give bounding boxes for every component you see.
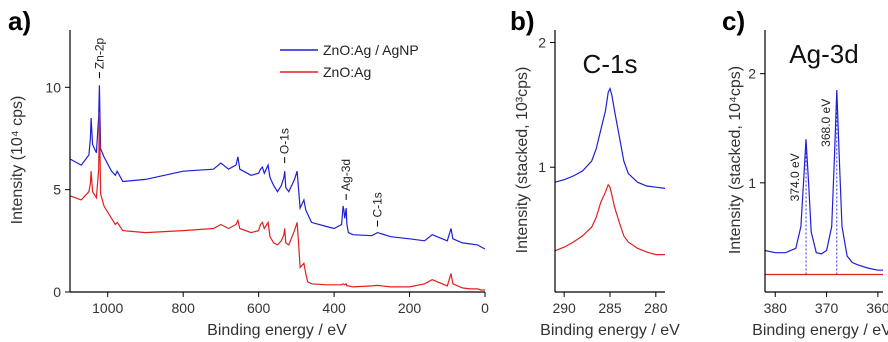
series-line-zno-ag-agnp xyxy=(69,85,486,250)
x-tick-label: 290 xyxy=(552,300,576,316)
panel-b: 290 285 280 1 2 Binding energy / eV Intensity … xyxy=(510,6,680,339)
peak-annotation: 368.0 eV xyxy=(819,99,833,147)
x-axis-label: Binding energy / eV xyxy=(540,322,680,339)
x-tick-label: 200 xyxy=(398,300,422,316)
panel-letter: c) xyxy=(722,6,745,36)
panel-letter: a) xyxy=(8,6,31,36)
panel-title: C-1s xyxy=(583,49,638,79)
peak-annotation: Zn-2p xyxy=(92,37,106,69)
x-tick-label: 360 xyxy=(866,300,888,316)
peak-annotation: O-1s xyxy=(278,128,292,154)
y-tick-label: 2 xyxy=(538,34,546,50)
x-tick-label: 600 xyxy=(247,300,271,316)
y-tick-label: 1 xyxy=(748,175,756,191)
y-tick-label: 10 xyxy=(45,79,61,95)
series-line-trace-0 xyxy=(764,89,883,271)
peak-annotation: C-1s xyxy=(370,192,384,217)
y-tick-label: 0 xyxy=(53,284,61,300)
series-line-zno-ag xyxy=(69,111,485,291)
y-axis-label: Intensity (10⁴ cps) xyxy=(9,96,26,225)
peak-annotation: Ag-3d xyxy=(339,159,353,191)
x-tick-label: 380 xyxy=(764,300,788,316)
peak-annotation: 374.0 eV xyxy=(788,153,802,201)
x-axis-label: Binding energy / eV xyxy=(752,322,888,339)
x-axis-label: Binding energy / eV xyxy=(207,322,347,339)
x-tick-label: 1000 xyxy=(92,300,123,316)
panel-c: 374.0 eV 368.0 eV 380 370 360 1 2 Binding energ… xyxy=(722,6,888,339)
x-tick-label: 400 xyxy=(322,300,346,316)
y-axis-label: Intensity (stacked, 10⁴cps) xyxy=(727,66,744,254)
y-axis-label: Intensity (stacked, 10³cps) xyxy=(514,67,531,254)
panel-letter: b) xyxy=(510,6,535,36)
legend-label: ZnO:Ag xyxy=(323,64,371,80)
panel-title: Ag-3d xyxy=(789,39,858,69)
y-tick-label: 2 xyxy=(748,66,756,82)
x-tick-label: 280 xyxy=(644,300,668,316)
legend-label: ZnO:Ag / AgNP xyxy=(323,42,419,58)
y-tick-label: 5 xyxy=(53,182,61,198)
series-line-trace-0 xyxy=(554,86,666,189)
x-tick-label: 285 xyxy=(598,300,622,316)
series-line-trace-1 xyxy=(554,183,665,256)
y-tick-label: 1 xyxy=(538,159,546,175)
x-tick-label: 0 xyxy=(481,300,489,316)
panel-a: 1000 800 600 400 200 0 0 5 10 Binding energy / eV… xyxy=(8,6,489,339)
x-tick-label: 370 xyxy=(815,300,839,316)
x-tick-label: 800 xyxy=(172,300,196,316)
